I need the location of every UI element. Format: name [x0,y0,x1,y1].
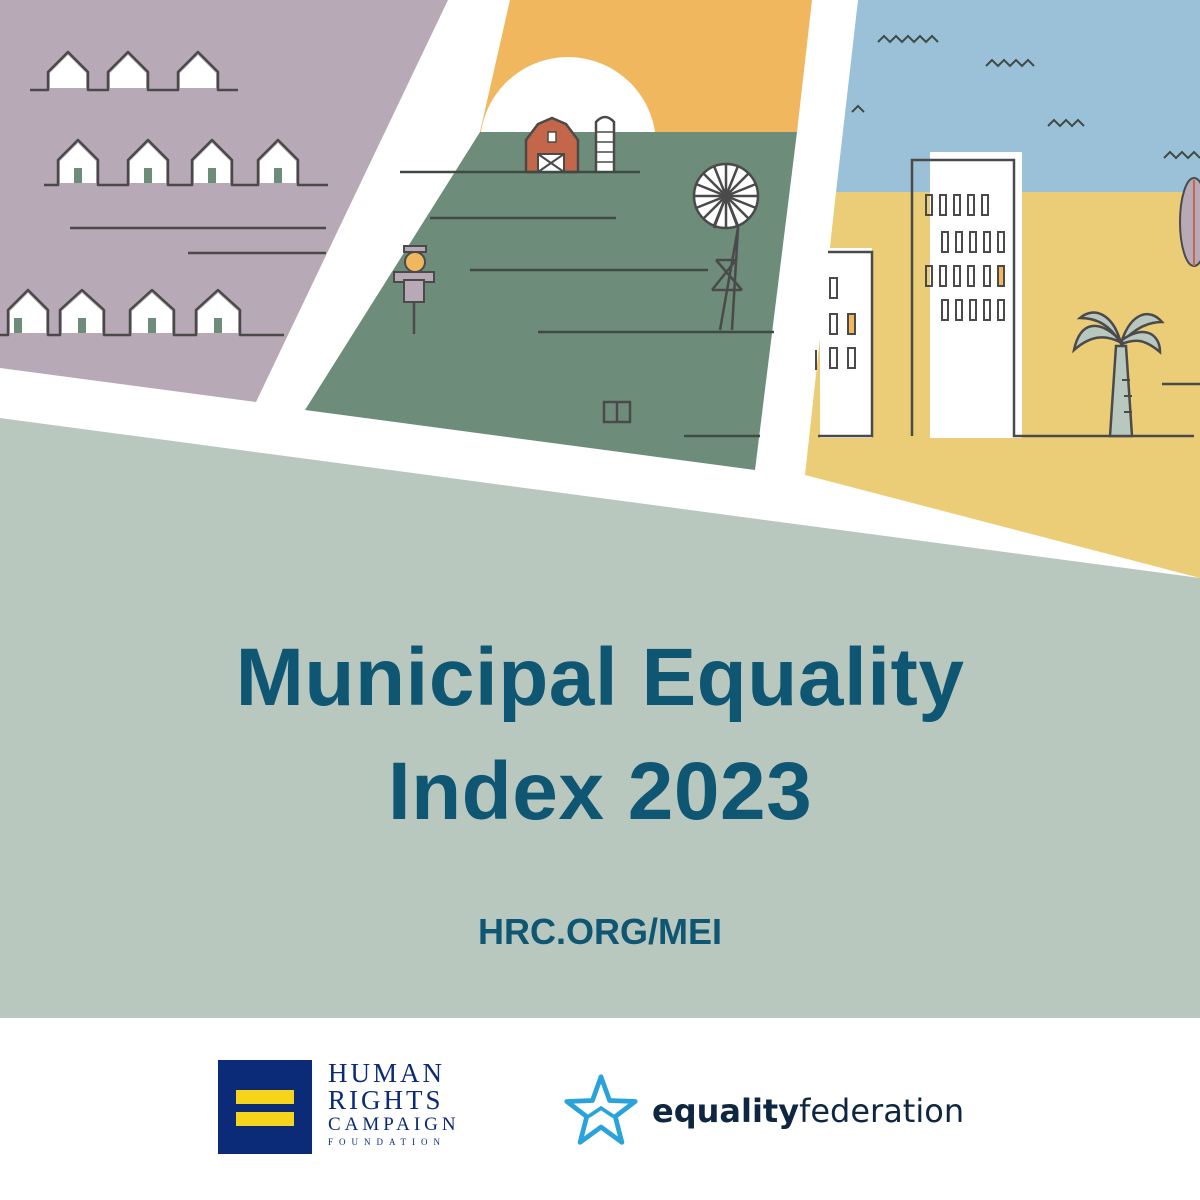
title-line-2: Index 2023 [387,746,813,837]
hrc-logo[interactable]: HUMAN RIGHTS CAMPAIGN FOUNDATION [218,1060,498,1172]
eqf-bold-word: equality [652,1092,800,1130]
website-url[interactable]: HRC.ORG/MEI [477,911,722,952]
title-line-1: Municipal Equality [235,632,965,723]
eqf-regular-word: federation [799,1092,965,1130]
star-icon [564,1074,638,1145]
hrc-wordmark: HUMAN RIGHTS CAMPAIGN FOUNDATION [328,1060,460,1148]
footer: HUMAN RIGHTS CAMPAIGN FOUNDATION equalit… [0,1018,1200,1200]
hrc-line-1: HUMAN [328,1058,446,1088]
rural-panel [305,0,812,470]
hrc-line-2: RIGHTS [328,1085,444,1115]
equality-federation-logo[interactable]: equalityfederation [562,1072,964,1152]
hrc-line-4: FOUNDATION [328,1137,446,1147]
equal-sign-icon [218,1060,312,1154]
equality-federation-wordmark: equalityfederation [652,1092,964,1130]
city-panel [805,0,1200,578]
background-band [0,418,1200,1018]
hrc-line-3: CAMPAIGN [328,1114,460,1135]
suburb-panel [0,0,448,402]
